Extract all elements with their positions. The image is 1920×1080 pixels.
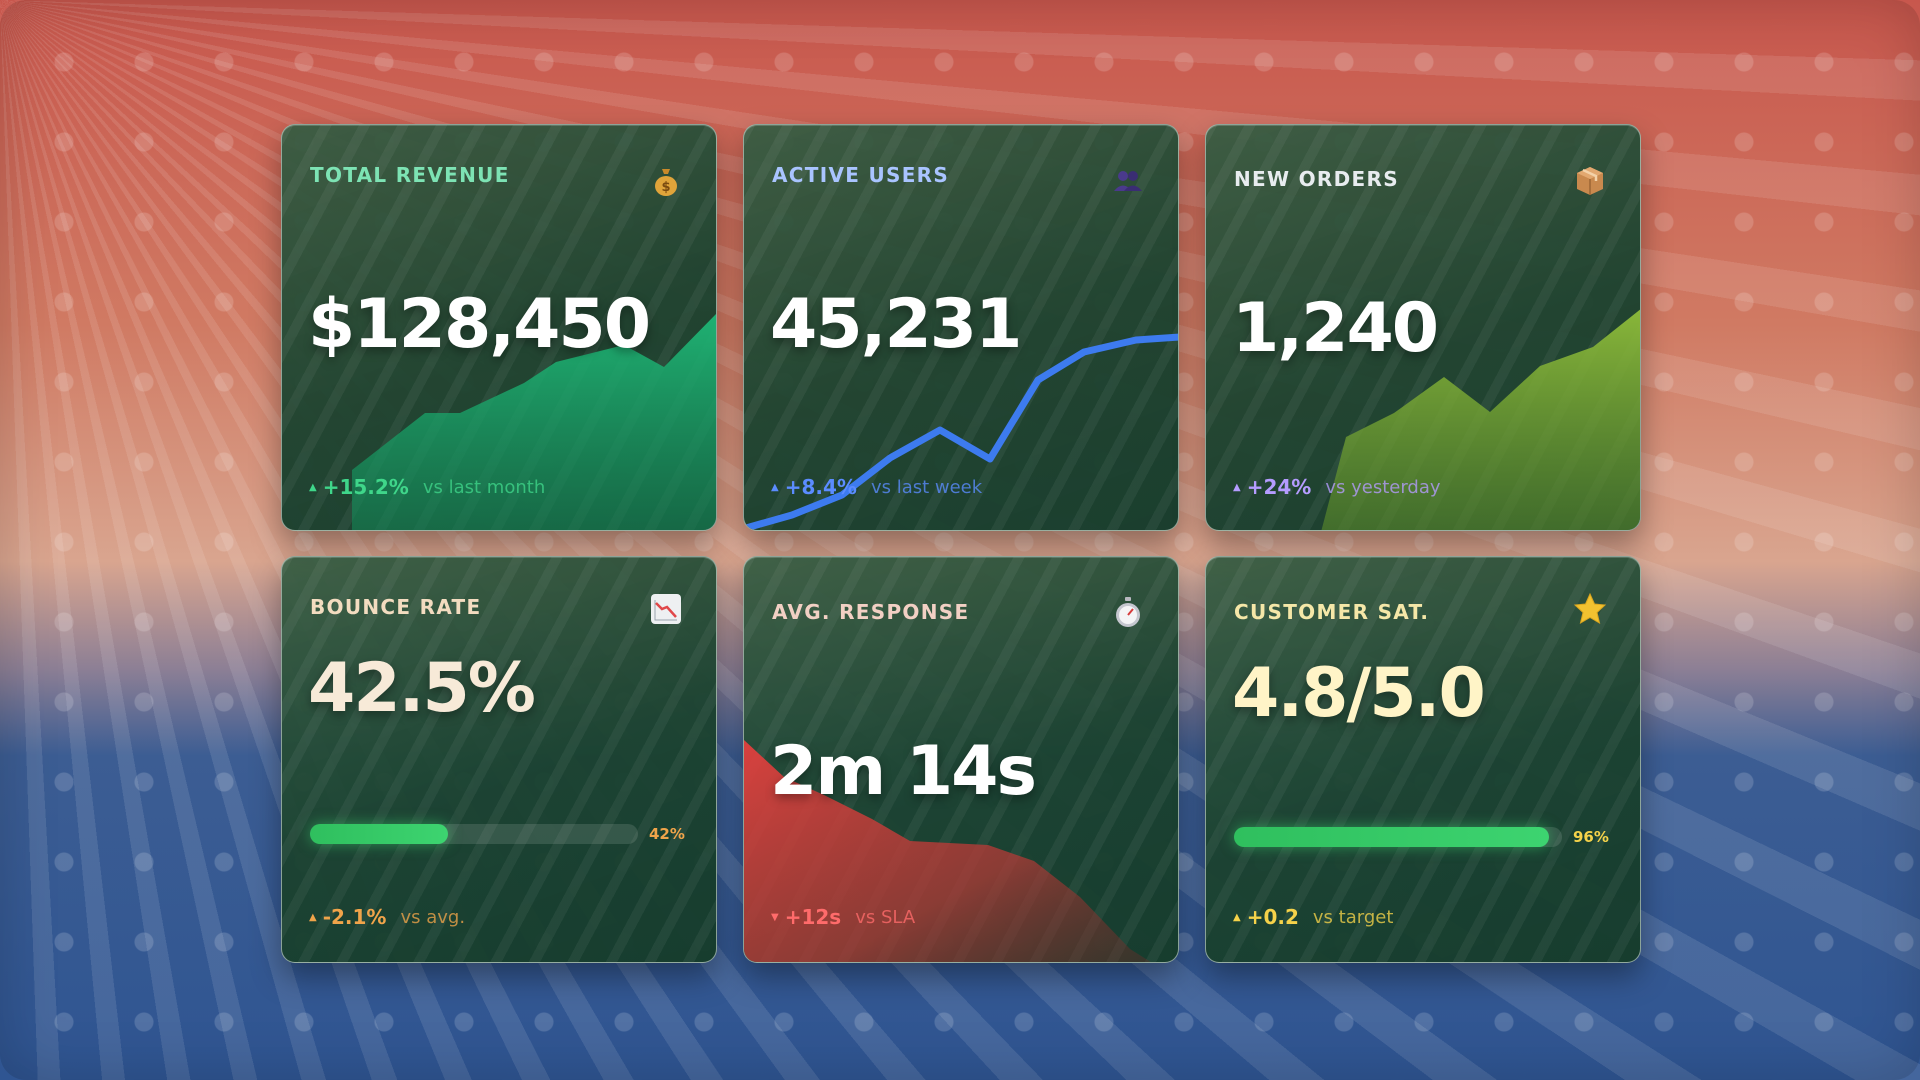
card-title: CUSTOMER SAT. <box>1234 600 1430 624</box>
delta-value: +24% <box>1246 475 1312 499</box>
arrow-down-icon: ▼ <box>771 911 779 923</box>
card-delta: ▲ +8.4% vs last week <box>771 475 982 499</box>
progress-label: 96% <box>1573 828 1609 846</box>
money-bag-icon: $ <box>655 169 677 196</box>
card-delta: ▲ +0.2 vs target <box>1233 905 1393 929</box>
card-delta: ▲ -2.1% vs avg. <box>309 905 465 929</box>
svg-text:$: $ <box>661 180 670 195</box>
card-value: 4.8/5.0 <box>1232 654 1486 733</box>
card-delta: ▲ +15.2% vs last month <box>309 475 545 499</box>
arrow-up-icon: ▲ <box>1233 481 1241 493</box>
arrow-up-icon: ▲ <box>309 911 317 923</box>
card-title: ACTIVE USERS <box>772 163 950 187</box>
card-customer-sat[interactable]: CUSTOMER SAT. 4.8/5.0 96% ▲ +0.2 vs targ… <box>1205 556 1641 963</box>
card-bounce-rate[interactable]: BOUNCE RATE 42.5% 42% ▲ -2.1% vs avg. <box>281 556 717 963</box>
delta-value: +12s <box>784 905 842 929</box>
delta-comparison: vs SLA <box>855 906 916 928</box>
progress-fill <box>1234 827 1549 847</box>
card-value: $128,450 <box>308 285 651 364</box>
arrow-up-icon: ▲ <box>1233 911 1241 923</box>
package-icon <box>1577 167 1603 195</box>
delta-comparison: vs target <box>1312 906 1394 928</box>
card-title: AVG. RESPONSE <box>772 600 970 624</box>
revenue-area-chart <box>352 314 716 530</box>
card-total-revenue[interactable]: TOTAL REVENUE $ $128,450 ▲ +15.2% vs las… <box>281 124 717 531</box>
delta-comparison: vs yesterday <box>1325 476 1441 498</box>
card-delta: ▼ +12s vs SLA <box>771 905 915 929</box>
arrow-up-icon: ▲ <box>309 481 317 493</box>
card-avg-response[interactable]: AVG. RESPONSE 2m 14s ▼ +12s vs SLA <box>743 556 1179 963</box>
bounce-progress-bar <box>310 824 638 844</box>
response-area-chart <box>744 740 1151 962</box>
progress-fill <box>310 824 448 844</box>
arrow-up-icon: ▲ <box>771 481 779 493</box>
card-delta: ▲ +24% vs yesterday <box>1233 475 1441 499</box>
users-icon <box>1114 171 1142 191</box>
satisfaction-progress-bar <box>1234 827 1562 847</box>
users-line-chart <box>744 333 1178 530</box>
delta-comparison: vs last week <box>870 476 983 498</box>
card-value: 1,240 <box>1232 289 1439 368</box>
card-active-users[interactable]: ACTIVE USERS 45,231 ▲ +8.4% vs last week <box>743 124 1179 531</box>
card-new-orders[interactable]: NEW ORDERS 1,240 ▲ +24% vs yesterday <box>1205 124 1641 531</box>
delta-value: -2.1% <box>322 905 387 929</box>
delta-comparison: vs last month <box>422 476 546 498</box>
card-title: BOUNCE RATE <box>310 595 482 619</box>
card-title: NEW ORDERS <box>1234 167 1399 191</box>
star-icon <box>1573 592 1607 625</box>
stopwatch-icon <box>1116 597 1140 627</box>
kpi-grid: TOTAL REVENUE $ $128,450 ▲ +15.2% vs las… <box>281 124 1641 963</box>
orders-area-chart <box>1321 309 1640 530</box>
delta-comparison: vs avg. <box>400 906 466 928</box>
delta-value: +15.2% <box>322 475 409 499</box>
card-value: 2m 14s <box>770 732 1037 811</box>
card-value: 42.5% <box>308 649 536 728</box>
delta-value: +8.4% <box>784 475 857 499</box>
delta-value: +0.2 <box>1246 905 1299 929</box>
progress-label: 42% <box>649 825 685 843</box>
card-title: TOTAL REVENUE <box>310 163 510 187</box>
chart-down-icon <box>651 594 681 624</box>
card-value: 45,231 <box>770 285 1022 364</box>
